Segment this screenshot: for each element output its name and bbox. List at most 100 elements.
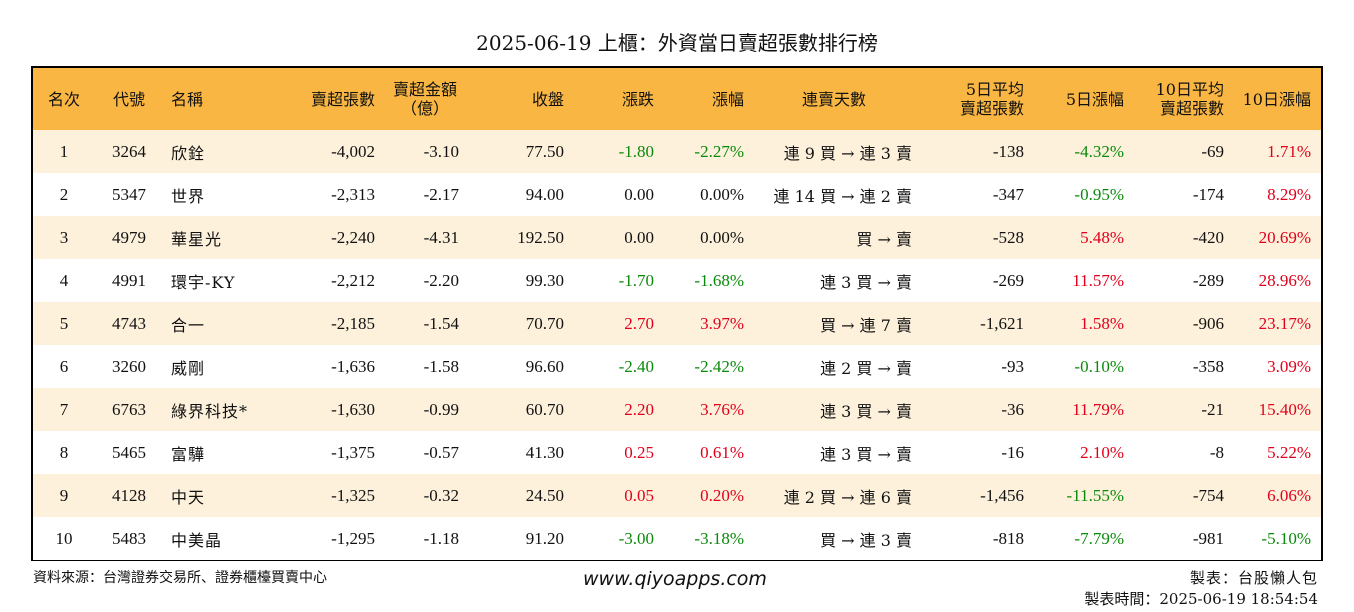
cell-sell-lots: -2,185 [331, 313, 375, 333]
table-row: 4 4991 環宇-KY -2,212 -2.20 99.30 -1.70 -1.68% 連 3… [33, 259, 1321, 302]
cell-sell-amount: -1.54 [423, 313, 459, 333]
cell-sell-lots: -2,313 [331, 184, 375, 204]
cell-pct5: -4.32% [1074, 141, 1124, 161]
header-close: 收盤 [531, 89, 564, 109]
cell-close: 91.20 [525, 528, 564, 548]
cell-avg5: -269 [992, 270, 1024, 290]
header-avg10-line1: 10日平均 [1155, 80, 1224, 99]
data-source: 資料來源：台灣證券交易所、證券櫃檯買賣中心 [33, 570, 327, 586]
cell-change: 0.25 [624, 442, 654, 462]
table-body: 1 3264 欣銓 -4,002 -3.10 77.50 -1.80 -2.27% 連 9 買 … [33, 130, 1321, 560]
cell-sell-amount: -4.31 [423, 227, 459, 247]
cell-sell-lots: -2,240 [331, 227, 375, 247]
table-row: 10 5483 中美晶 -1,295 -1.18 91.20 -3.00 -3.18% 買 → … [33, 517, 1321, 560]
cell-rank: 1 [59, 141, 69, 161]
cell-streak: 連 3 買 → 賣 [820, 272, 912, 292]
cell-sell-amount: -1.18 [423, 528, 459, 548]
table-row: 5 4743 合一 -2,185 -1.54 70.70 2.70 3.97% 買 → 連 7 … [33, 302, 1321, 345]
cell-pct: 3.97% [700, 313, 744, 333]
cell-streak: 連 2 買 → 賣 [820, 358, 912, 378]
cell-rank: 4 [59, 270, 69, 290]
header-sell-amount-line2: （億） [400, 99, 449, 118]
cell-change: 0.00 [624, 184, 654, 204]
cell-pct10: -5.10% [1261, 528, 1311, 548]
cell-pct5: 1.58% [1080, 313, 1124, 333]
cell-close: 70.70 [525, 313, 564, 333]
cell-close: 41.30 [525, 442, 564, 462]
cell-sell-amount: -0.57 [423, 442, 459, 462]
header-avg5-line1: 5日平均 [965, 80, 1024, 99]
website-link[interactable]: www.qiyoapps.com [583, 568, 767, 590]
cell-code: 3264 [112, 141, 146, 161]
cell-close: 60.70 [525, 399, 564, 419]
cell-code: 5465 [112, 442, 146, 462]
header-pct: 漲幅 [711, 89, 744, 109]
cell-pct: -1.68% [694, 270, 744, 290]
ranking-table: 名次 代號 名稱 賣超張數 賣超金額 （億） 收盤 漲跌 漲幅 連賣天數 5日平… [33, 68, 1321, 560]
cell-sell-lots: -1,325 [331, 485, 375, 505]
cell-streak: 買 → 連 3 賣 [820, 530, 912, 550]
cell-code: 6763 [112, 399, 146, 419]
cell-close: 96.60 [525, 356, 564, 376]
header-pct5: 5日漲幅 [1065, 89, 1124, 109]
cell-pct10: 28.96% [1258, 270, 1311, 290]
cell-close: 24.50 [525, 485, 564, 505]
cell-avg10: -358 [1192, 356, 1224, 376]
header-sell-amount-line1: 賣超金額 [392, 80, 457, 99]
header-name: 名稱 [171, 89, 204, 109]
cell-streak: 連 3 買 → 賣 [820, 444, 912, 464]
header-rank: 名次 [47, 89, 80, 109]
cell-sell-amount: -2.20 [423, 270, 459, 290]
cell-pct10: 5.22% [1267, 442, 1311, 462]
cell-change: -1.70 [618, 270, 654, 290]
cell-pct: -2.27% [694, 141, 744, 161]
cell-avg5: -818 [992, 528, 1024, 548]
cell-name: 世界 [171, 186, 206, 206]
header-avg5-line2: 賣超張數 [959, 99, 1024, 118]
cell-pct10: 15.40% [1258, 399, 1311, 419]
cell-sell-amount: -3.10 [423, 141, 459, 161]
cell-rank: 5 [59, 313, 69, 333]
cell-close: 99.30 [525, 270, 564, 290]
cell-name: 環宇-KY [171, 272, 236, 292]
cell-rank: 6 [59, 356, 69, 376]
table-row: 2 5347 世界 -2,313 -2.17 94.00 0.00 0.00% 連 14 買 →… [33, 173, 1321, 216]
header-row: 名次 代號 名稱 賣超張數 賣超金額 （億） 收盤 漲跌 漲幅 連賣天數 5日平… [33, 68, 1321, 130]
cell-sell-lots: -1,636 [331, 356, 375, 376]
cell-code: 5347 [112, 184, 146, 204]
cell-streak: 連 9 買 → 連 3 賣 [783, 143, 912, 163]
cell-avg10: -981 [1192, 528, 1224, 548]
table-row: 8 5465 富驊 -1,375 -0.57 41.30 0.25 0.61% 連 3 買 → … [33, 431, 1321, 474]
cell-change: 2.20 [624, 399, 654, 419]
cell-streak: 連 2 買 → 連 6 賣 [783, 487, 912, 507]
cell-name: 中天 [171, 487, 206, 507]
cell-avg10: -8 [1209, 442, 1224, 462]
cell-pct: -2.42% [694, 356, 744, 376]
cell-avg10: -69 [1201, 141, 1224, 161]
cell-name: 富驊 [171, 444, 206, 464]
cell-rank: 9 [59, 485, 69, 505]
cell-name: 中美晶 [171, 530, 223, 550]
cell-rank: 8 [59, 442, 69, 462]
cell-avg10: -289 [1192, 270, 1224, 290]
header-change: 漲跌 [621, 89, 654, 109]
cell-change: 0.05 [624, 485, 654, 505]
cell-sell-lots: -1,295 [331, 528, 375, 548]
maker-label: 製表：台股懶人包 [1189, 569, 1318, 587]
cell-change: 2.70 [624, 313, 654, 333]
cell-streak: 連 3 買 → 賣 [820, 401, 912, 421]
cell-avg10: -754 [1192, 485, 1224, 505]
cell-pct: 0.20% [700, 485, 744, 505]
header-code: 代號 [112, 89, 145, 109]
cell-streak: 連 14 買 → 連 2 賣 [773, 186, 912, 206]
cell-close: 192.50 [517, 227, 564, 247]
cell-code: 4743 [112, 313, 146, 333]
header-avg10: 10日平均 賣超張數 [1124, 68, 1224, 130]
cell-sell-lots: -1,630 [331, 399, 375, 419]
cell-close: 77.50 [525, 141, 564, 161]
cell-pct10: 8.29% [1267, 184, 1311, 204]
made-time: 製表時間：2025-06-19 18:54:54 [1084, 590, 1318, 608]
cell-sell-amount: -2.17 [423, 184, 459, 204]
cell-avg5: -528 [992, 227, 1024, 247]
cell-close: 94.00 [525, 184, 564, 204]
